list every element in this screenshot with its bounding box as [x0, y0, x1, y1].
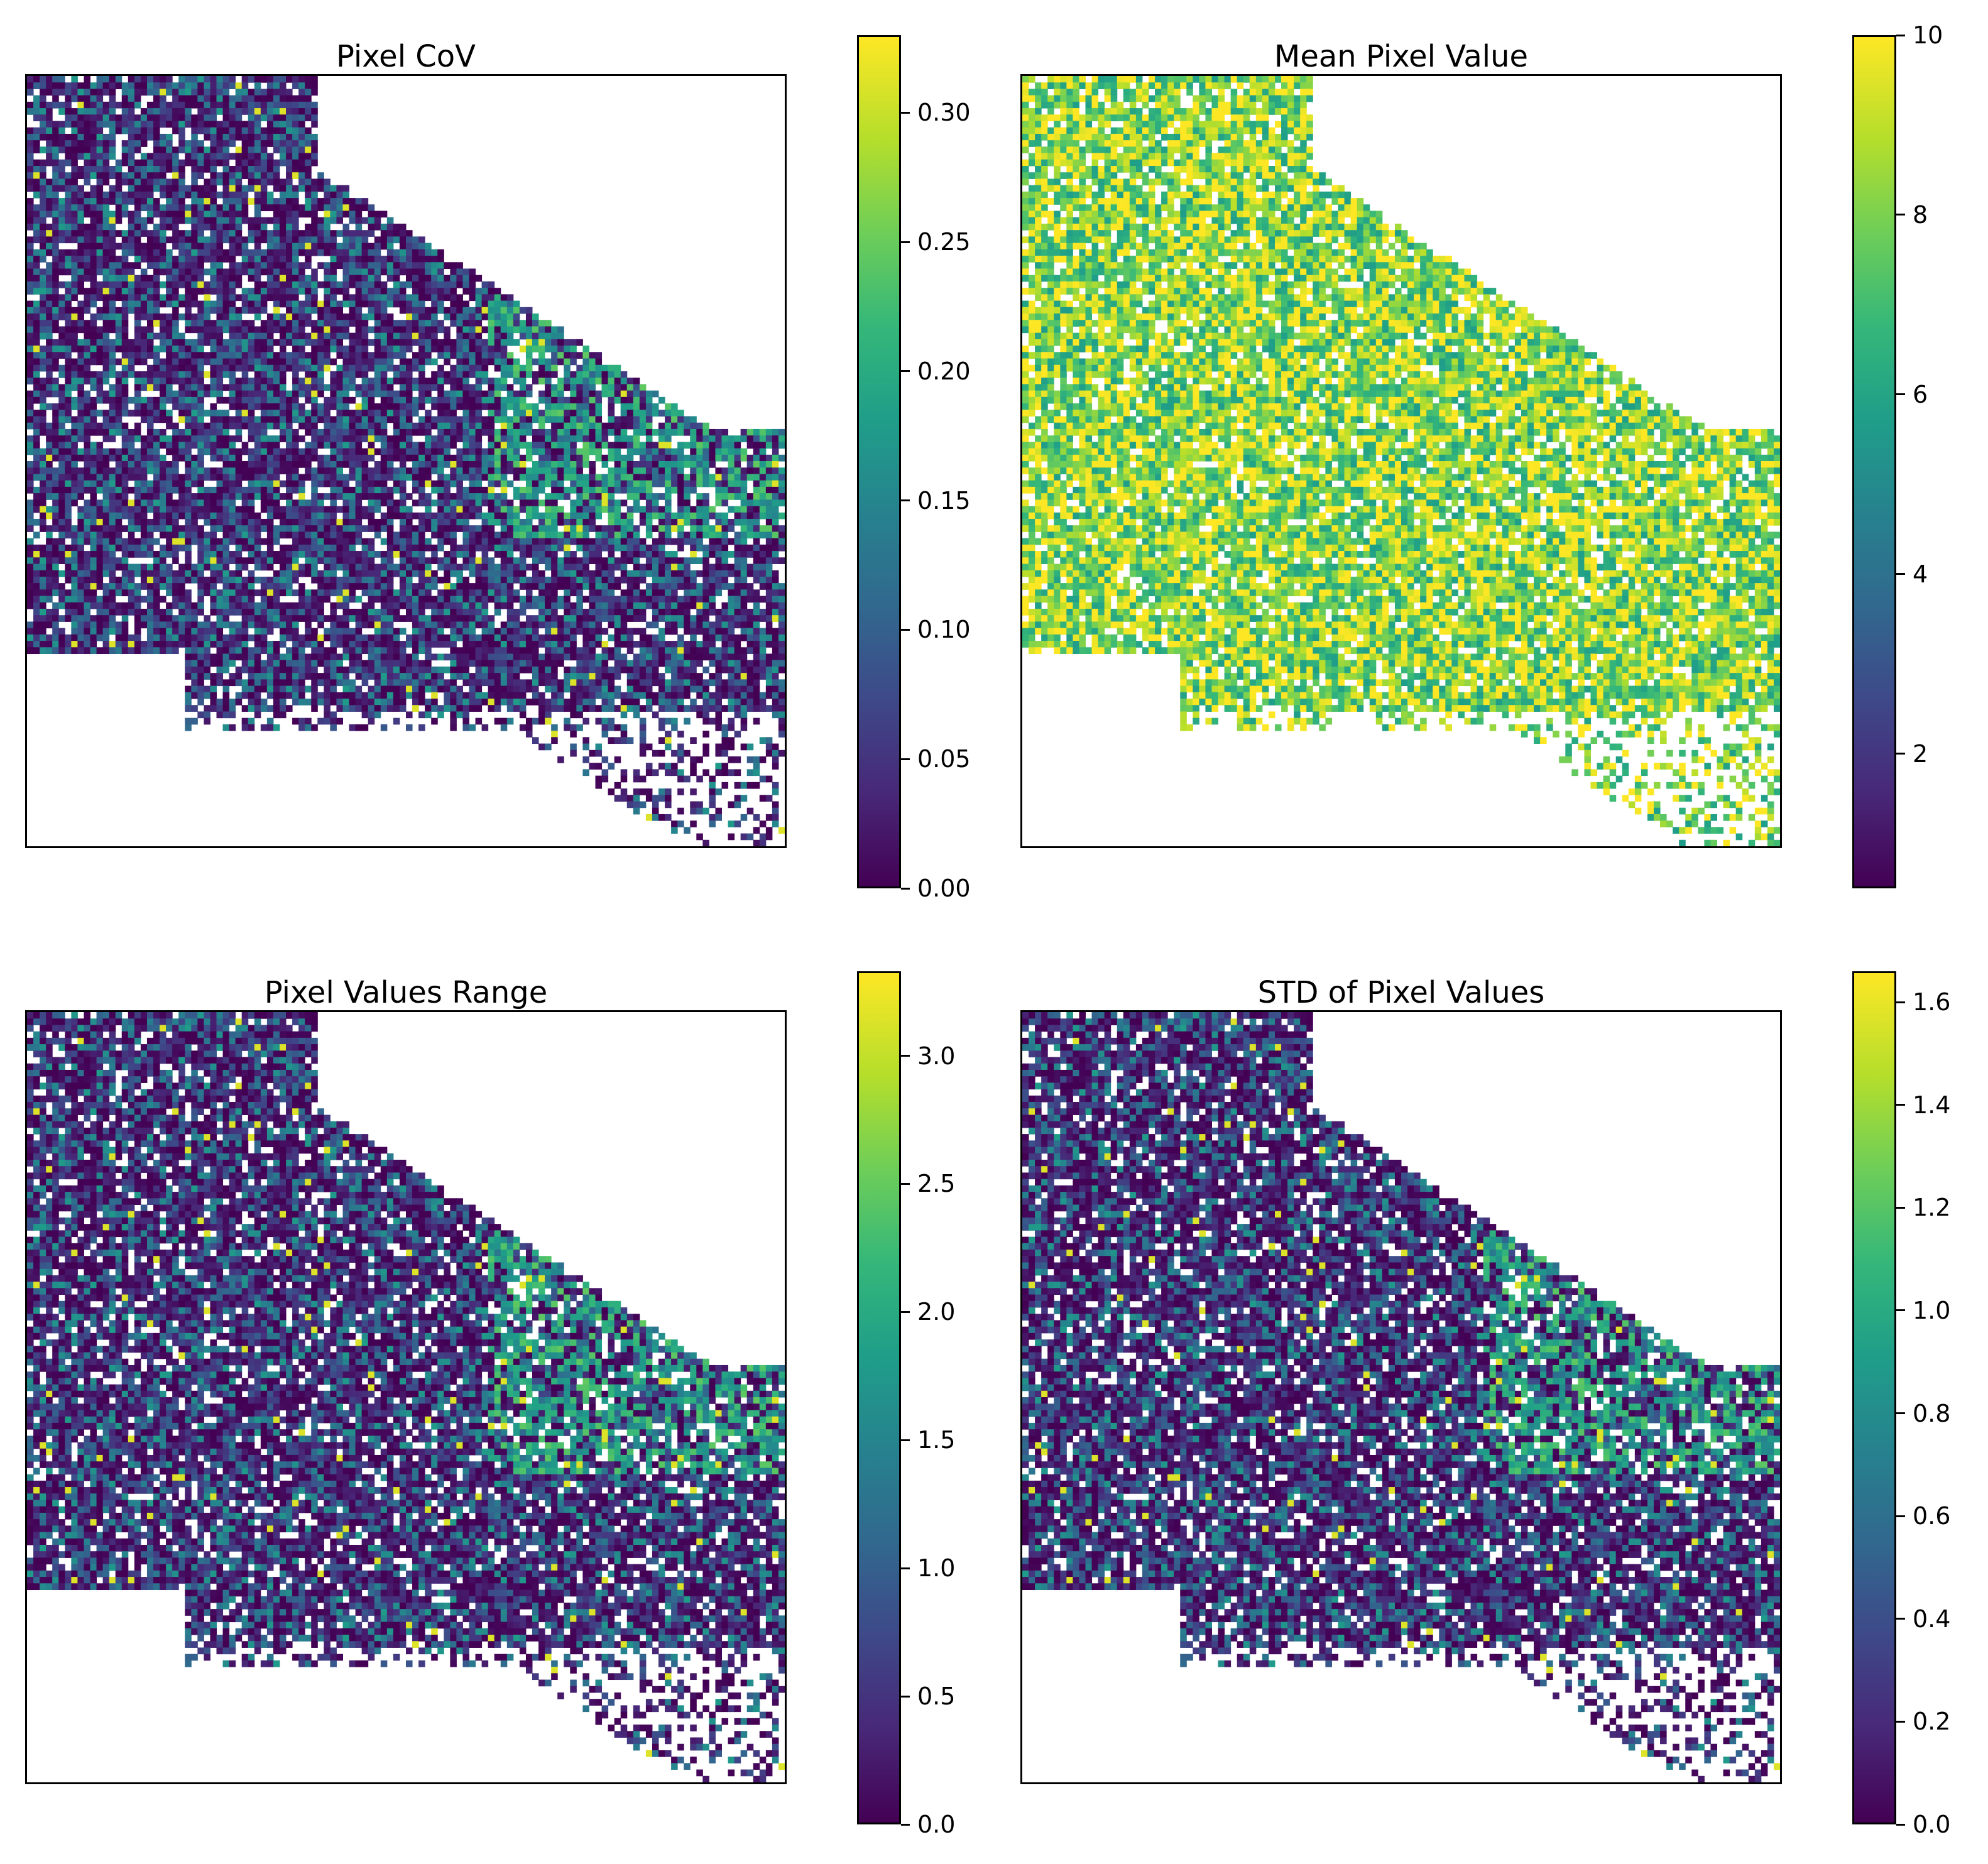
colorbar-tick-label: 0.00 [917, 876, 971, 900]
colorbar-tick [901, 241, 910, 243]
colorbar-tick [1896, 1823, 1905, 1826]
colorbar-tick-label: 0.30 [917, 101, 971, 124]
colorbar-tick [1896, 1001, 1905, 1003]
heatmap-plot [1020, 74, 1782, 848]
colorbar-tick-label: 10 [1913, 23, 1943, 47]
colorbar-tick [901, 499, 910, 502]
colorbar-tick [1896, 753, 1905, 755]
chart-title: Mean Pixel Value [1020, 39, 1782, 74]
colorbar-tick-label: 0.4 [1913, 1607, 1950, 1631]
heatmap-plot [25, 1010, 787, 1784]
colorbar-tick-label: 4 [1913, 562, 1928, 586]
chart-title: Pixel CoV [25, 39, 787, 74]
colorbar-tick [901, 887, 910, 890]
colorbar-tick-label: 8 [1913, 203, 1928, 227]
colorbar-tick-label: 0.8 [1913, 1402, 1950, 1425]
colorbar [1852, 971, 1896, 1824]
colorbar-tick-label: 0.0 [917, 1812, 955, 1836]
colorbar-tick-label: 0.6 [1913, 1504, 1950, 1528]
colorbar-tick-label: 1.2 [1913, 1196, 1950, 1219]
colorbar-tick-label: 1.5 [917, 1428, 955, 1452]
colorbar-tick-label: 0.20 [917, 359, 971, 383]
colorbar-tick [1896, 34, 1905, 36]
colorbar-tick [901, 1823, 910, 1826]
colorbar-tick [1896, 393, 1905, 396]
colorbar-tick [1896, 1720, 1905, 1723]
colorbar-tick [901, 1055, 910, 1057]
colorbar [857, 35, 901, 888]
colorbar-tick [1896, 214, 1905, 216]
colorbar-tick [901, 1439, 910, 1441]
chart-title: Pixel Values Range [25, 975, 787, 1010]
colorbar-tick-label: 2.5 [917, 1172, 955, 1196]
colorbar-tick [1896, 1618, 1905, 1620]
colorbar-tick-label: 0.5 [917, 1684, 955, 1708]
colorbar-tick [901, 1311, 910, 1313]
colorbar-tick [1896, 1412, 1905, 1415]
colorbar-tick [901, 758, 910, 760]
colorbar-tick-label: 0.15 [917, 489, 971, 513]
colorbar-tick [901, 628, 910, 631]
colorbar-tick [1896, 1104, 1905, 1106]
colorbar-tick [901, 370, 910, 373]
colorbar-tick-label: 2.0 [917, 1300, 955, 1324]
heatmap-plot [25, 74, 787, 848]
colorbar-tick-label: 0.25 [917, 230, 971, 254]
raster-image [27, 76, 785, 846]
colorbar-tick-label: 3.0 [917, 1044, 955, 1068]
raster-image [1022, 76, 1780, 846]
colorbar-tick [901, 111, 910, 114]
chart-title: STD of Pixel Values [1020, 975, 1782, 1010]
heatmap-plot [1020, 1010, 1782, 1784]
colorbar [857, 971, 901, 1824]
colorbar-tick [1896, 1515, 1905, 1517]
raster-image [27, 1012, 785, 1782]
colorbar [1852, 35, 1896, 888]
colorbar-tick-label: 6 [1913, 383, 1928, 406]
colorbar-tick [1896, 573, 1905, 575]
colorbar-tick-label: 1.0 [1913, 1299, 1950, 1322]
colorbar-tick-label: 1.0 [917, 1556, 955, 1580]
colorbar-tick-label: 1.4 [1913, 1093, 1950, 1117]
colorbar-tick-label: 0.2 [1913, 1709, 1950, 1733]
colorbar-tick [901, 1182, 910, 1185]
raster-image [1022, 1012, 1780, 1782]
colorbar-tick-label: 1.6 [1913, 990, 1950, 1014]
colorbar-tick [1896, 1206, 1905, 1209]
colorbar-tick-label: 0.0 [1913, 1812, 1950, 1836]
colorbar-tick-label: 2 [1913, 742, 1928, 766]
colorbar-tick-label: 0.10 [917, 618, 971, 641]
colorbar-tick [901, 1695, 910, 1698]
colorbar-tick-label: 0.05 [917, 747, 971, 771]
colorbar-tick [901, 1567, 910, 1569]
colorbar-tick [1896, 1309, 1905, 1312]
